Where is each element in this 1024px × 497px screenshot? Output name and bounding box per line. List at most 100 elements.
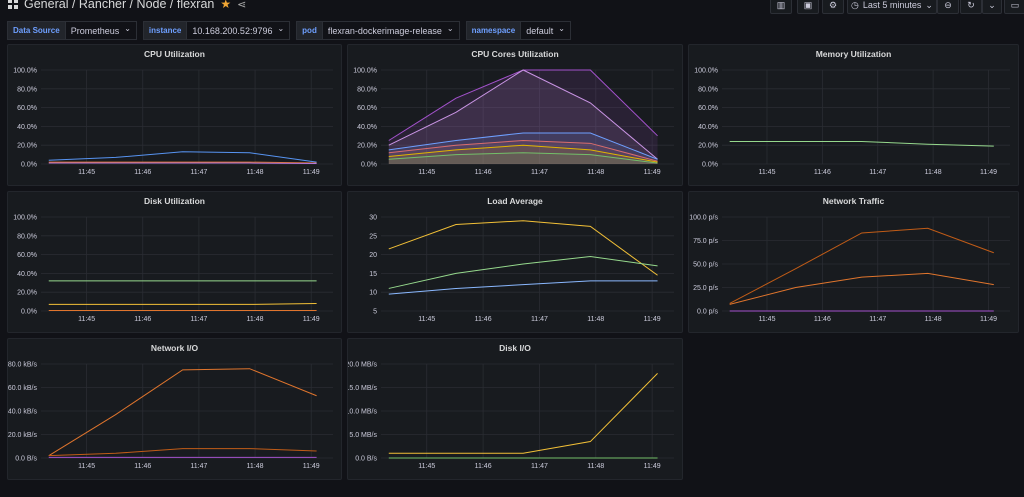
x-tick-label: 11:46 xyxy=(814,316,831,323)
y-tick-label: 60.0 kB/s xyxy=(8,385,37,392)
x-tick-label: 11:47 xyxy=(190,316,207,323)
x-tick-label: 11:46 xyxy=(134,316,151,323)
tv-mode-icon[interactable]: ▭ xyxy=(1004,0,1024,14)
panel-chart[interactable]: 0.0% 20.0% 40.0% 60.0% 80.0% 100.0% 11:45 11:46… xyxy=(348,45,682,185)
panel-chart[interactable]: 5 10 15 20 25 30 11:45 11:46 11:47 11:48 11:49 xyxy=(348,192,682,332)
variable-value[interactable]: Prometheus xyxy=(65,21,137,40)
panel-disk-utilization[interactable]: Disk Utilization 0.0% 20.0% 40.0% 60.0% 80.0%… xyxy=(7,191,342,333)
panel-network-io[interactable]: Network I/O 0.0 B/s 20.0 kB/s 40.0 kB/s 60.0… xyxy=(7,338,342,480)
share-icon[interactable]: ⋖ xyxy=(237,0,247,11)
time-picker[interactable]: ◷ Last 5 minutes ⌄ xyxy=(847,0,937,14)
add-panel-icon[interactable]: ▥ xyxy=(770,0,792,14)
variable-namespace[interactable]: namespace default xyxy=(465,21,571,40)
star-icon[interactable]: ★ xyxy=(220,0,232,11)
panel-cpu-utilization[interactable]: CPU Utilization 0.0% 20.0% 40.0% 60.0% 80.0% 1… xyxy=(7,44,342,186)
x-tick-label: 11:47 xyxy=(531,169,548,176)
series-line xyxy=(388,373,658,454)
y-tick-label: 75.0 p/s xyxy=(693,238,718,245)
panel-title[interactable]: CPU Utilization xyxy=(144,49,205,59)
panel-title[interactable]: Network Traffic xyxy=(822,196,885,206)
y-tick-label: 100.0% xyxy=(353,68,377,75)
y-tick-label: 40.0% xyxy=(698,124,718,131)
series-line xyxy=(388,144,658,163)
series-line xyxy=(48,151,317,163)
x-tick-label: 11:45 xyxy=(78,463,95,470)
panel-chart[interactable]: 0.0% 20.0% 40.0% 60.0% 80.0% 100.0% 11:45 11:46… xyxy=(8,45,341,185)
x-tick-label: 11:49 xyxy=(980,316,997,323)
x-tick-label: 11:47 xyxy=(531,316,548,323)
y-tick-label: 100.0% xyxy=(13,68,37,75)
panel-chart[interactable]: 0.0 B/s 5.0 MB/s 10.0 MB/s 15.0 MB/s 20.0 MB… xyxy=(348,339,682,479)
x-tick-label: 11:45 xyxy=(418,169,435,176)
y-tick-label: 80.0% xyxy=(17,86,37,93)
y-tick-label: 0.0% xyxy=(21,162,37,169)
panel-memory-utilization[interactable]: Memory Utilization 0.0% 20.0% 40.0% 60.0% 80.… xyxy=(688,44,1019,186)
breadcrumb-text[interactable]: General / Rancher / Node / flexran xyxy=(24,0,215,11)
x-tick-label: 11:46 xyxy=(134,169,151,176)
y-tick-label: 80.0% xyxy=(17,233,37,240)
y-tick-label: 20.0 MB/s xyxy=(348,362,377,369)
x-tick-label: 11:46 xyxy=(475,316,492,323)
refresh-icon[interactable]: ↻ xyxy=(960,0,982,14)
panel-chart[interactable]: 0.0% 20.0% 40.0% 60.0% 80.0% 100.0% 11:45 11:46… xyxy=(8,192,341,332)
x-tick-label: 11:48 xyxy=(925,316,942,323)
panel-title[interactable]: Network I/O xyxy=(150,343,199,353)
y-tick-label: 25 xyxy=(369,233,377,240)
panel-load-average[interactable]: Load Average 5 10 15 20 25 30 11:45 11:46 11:47 11… xyxy=(347,191,683,333)
panel-title[interactable]: Disk Utilization xyxy=(144,196,205,206)
zoom-out-icon[interactable]: ⊖ xyxy=(937,0,959,14)
series-area xyxy=(388,152,658,164)
y-tick-label: 0.0 p/s xyxy=(697,309,719,316)
x-tick-label: 11:48 xyxy=(247,463,264,470)
series-line xyxy=(48,448,317,457)
panel-title[interactable]: Load Average xyxy=(487,196,543,206)
y-tick-label: 25.0 p/s xyxy=(693,285,718,292)
panel-chart[interactable]: 0.0% 20.0% 40.0% 60.0% 80.0% 100.0% 11:45 11:46… xyxy=(689,45,1018,185)
panel-title[interactable]: Memory Utilization xyxy=(815,49,892,59)
series-line xyxy=(388,152,658,164)
y-tick-label: 20.0% xyxy=(357,143,377,150)
variable-value[interactable]: default xyxy=(521,21,571,40)
y-tick-label: 0.0 B/s xyxy=(15,456,37,463)
panel-title[interactable]: Disk I/O xyxy=(499,343,531,353)
variable-datasource[interactable]: Data Source Prometheus xyxy=(7,21,137,40)
variable-instance[interactable]: instance 10.168.200.52:9796 xyxy=(142,21,291,40)
x-tick-label: 11:45 xyxy=(78,316,95,323)
x-tick-label: 11:49 xyxy=(303,463,320,470)
x-tick-label: 11:47 xyxy=(190,169,207,176)
y-tick-label: 60.0% xyxy=(17,252,37,259)
panel-network-traffic[interactable]: Network Traffic 0.0 p/s 25.0 p/s 50.0 p/s 75… xyxy=(688,191,1019,333)
chevron-down-icon: ⌄ xyxy=(925,0,933,10)
x-tick-label: 11:45 xyxy=(418,316,435,323)
variable-label: namespace xyxy=(465,21,522,40)
y-tick-label: 0.0 B/s xyxy=(355,456,377,463)
y-tick-label: 40.0% xyxy=(17,271,37,278)
panel-chart[interactable]: 0.0 p/s 25.0 p/s 50.0 p/s 75.0 p/s 100.0 p/s… xyxy=(689,192,1018,332)
variable-value[interactable]: 10.168.200.52:9796 xyxy=(187,21,291,40)
y-tick-label: 60.0% xyxy=(698,105,718,112)
panel-cpu-cores-utilization[interactable]: CPU Cores Utilization 0.0% 20.0% 40.0% 60.0%… xyxy=(347,44,683,186)
x-tick-label: 11:46 xyxy=(814,169,831,176)
save-icon[interactable]: ▣ xyxy=(797,0,819,14)
y-tick-label: 5.0 MB/s xyxy=(349,432,377,439)
variable-label: instance xyxy=(142,21,188,40)
series-line xyxy=(729,227,994,304)
panel-chart[interactable]: 0.0 B/s 20.0 kB/s 40.0 kB/s 60.0 kB/s 80.0 k… xyxy=(8,339,341,479)
series-line xyxy=(729,272,994,305)
series-line xyxy=(388,69,658,160)
breadcrumb[interactable]: General / Rancher / Node / flexran ★ ⋖ xyxy=(8,0,246,11)
panel-disk-io[interactable]: Disk I/O 0.0 B/s 5.0 MB/s 10.0 MB/s 15.0 MB/… xyxy=(347,338,683,480)
panel-title[interactable]: CPU Cores Utilization xyxy=(471,49,559,59)
y-tick-label: 20.0 kB/s xyxy=(8,432,37,439)
variable-pod[interactable]: pod flexran-dockerimage-release xyxy=(296,21,460,40)
y-tick-label: 15 xyxy=(369,271,377,278)
y-tick-label: 0.0% xyxy=(21,309,37,316)
settings-icon[interactable]: ⚙ xyxy=(822,0,844,14)
x-tick-label: 11:49 xyxy=(644,463,661,470)
apps-icon[interactable] xyxy=(8,0,18,9)
y-tick-label: 40.0% xyxy=(17,124,37,131)
refresh-interval-dropdown[interactable]: ⌄ xyxy=(982,0,1002,14)
x-tick-label: 11:48 xyxy=(587,463,604,470)
variable-value[interactable]: flexran-dockerimage-release xyxy=(322,21,460,40)
